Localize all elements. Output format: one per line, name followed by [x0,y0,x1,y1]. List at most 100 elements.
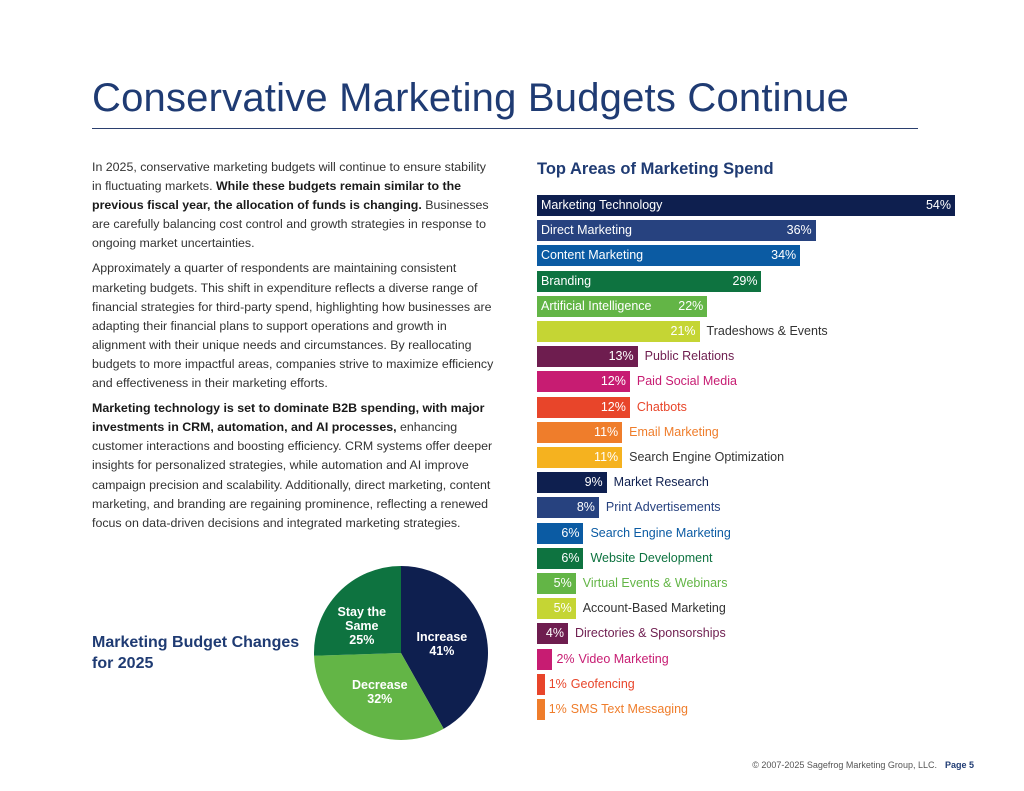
bar [537,648,553,670]
bar [537,447,623,468]
bar-row: Tradeshows & Events 21% [537,321,1017,342]
bar-category-label: Video Marketing [578,651,669,666]
bar-row: Directories & Sponsorships 4% [537,623,1017,645]
bar [537,573,576,594]
bar-value-label: 1% [548,702,567,716]
bar-value-label: 8% [576,500,595,515]
bar-category-label: Email Marketing [629,424,719,439]
bar-row: Search Engine Marketing 6% [537,522,1017,544]
bar-row: Direct Marketing 36% [537,220,1017,242]
bar-value-label: 36% [786,223,812,238]
paragraph-2: Approximately a quarter of respondents a… [92,261,494,391]
paragraph-1-highlight: While these budgets remain similar to th… [92,179,462,213]
bar [537,699,545,720]
paragraph-3-highlight: Marketing technology is set to dominate … [92,401,485,435]
bar-value-label: 9% [584,475,603,490]
bar-value-label: 11% [594,450,619,464]
bar-category-label: Branding [541,273,592,288]
title-divider [92,128,918,129]
bar-category-label: Website Development [590,550,713,565]
bar-row: Video Marketing 2% [537,648,1017,670]
bar-category-label: Marketing Technology [541,198,663,212]
page-number: Page 5 [944,760,974,770]
bar-row: Website Development 6% [537,547,1017,569]
bar [537,195,955,216]
pie-slice-label: Stay the Same 25% [337,605,387,647]
bar-value-label: 4% [545,626,564,641]
pie-slice-label: Decrease 32% [352,678,408,706]
pie-chart-title: Marketing Budget Changes for 2025 [92,634,300,672]
bar-category-label: Market Research [613,475,709,490]
bar-value-label: 5% [553,576,572,590]
bar-value-label: 54% [925,198,951,212]
pie-slice-label: Increase 41% [416,630,468,658]
paragraph-1-intro: In 2025, conservative marketing budgets … [92,160,486,194]
bar [537,321,700,342]
bar-value-label: 5% [553,601,572,616]
pie-slice [401,566,488,729]
page-title: Conservative Marketing Budgets Continue [92,76,850,120]
bar-category-label: Public Relations [644,349,735,364]
copyright-text: © 2007-2025 Sagefrog Marketing Group, LL… [752,760,937,770]
bar [537,497,599,519]
bar-category-label: Directories & Sponsorships [574,626,726,641]
bar [537,522,584,544]
pie-slice [314,653,444,740]
footer: © 2007-2025 Sagefrog Marketing Group, LL… [752,760,974,770]
bar-value-label: 12% [600,374,626,389]
bar [537,421,623,443]
bar [537,623,568,645]
bar [537,220,816,242]
bar-category-label: Geofencing [570,676,635,691]
bar-row: Artificial Intelligence 22% [537,295,1017,317]
bar-category-label: Paid Social Media [636,374,737,389]
bar-value-label: 21% [670,324,696,338]
bar [537,472,607,494]
paragraph-1-rest: Businesses are carefully balancing cost … [92,198,489,251]
bar-category-label: Virtual Events & Webinars [582,576,728,590]
bar-row: Public Relations 13% [537,346,1017,368]
bar-row: Chatbots 12% [537,396,1017,418]
paragraph-3-rest: enhancing customer interactions and boos… [92,420,493,530]
bar-row: Marketing Technology 54% [537,195,1017,216]
bar-row: Content Marketing 34% [537,245,1017,267]
bar-row: Virtual Events & Webinars 5% [537,573,1017,594]
bar-category-label: Artificial Intelligence [541,298,652,313]
bar [537,295,708,317]
bar-value-label: 2% [556,651,575,666]
bar-row: Print Advertisements 8% [537,497,1017,519]
bar [537,346,638,368]
bar-value-label: 11% [594,424,619,439]
bar-category-label: Direct Marketing [541,223,632,238]
bar [537,245,801,267]
bar-value-label: 1% [548,676,567,691]
paragraph-1: In 2025, conservative marketing budgets … [92,158,497,253]
bar-row: Search Engine Optimization 11% [537,447,1017,468]
paragraph-3: Marketing technology is set to dominate … [92,399,497,533]
body-text: In 2025, conservative marketing budgets … [92,158,497,539]
bar-value-label: 22% [678,298,704,313]
bar-row: Paid Social Media 12% [537,371,1017,393]
bar-value-label: 13% [608,349,634,364]
bar-category-label: Tradeshows & Events [706,324,828,338]
bar-row: Market Research 9% [537,472,1017,494]
bar-row: Email Marketing 11% [537,421,1017,443]
bar-category-label: Search Engine Optimization [629,450,785,464]
bar-value-label: 6% [561,525,580,540]
bar-category-label: Chatbots [636,399,687,414]
bar-row: Account-Based Marketing 5% [537,598,1017,620]
bar-chart-title: Top Areas of Marketing Spend [537,160,774,178]
bar-row: Branding 29% [537,270,1017,292]
bar-value-label: 29% [732,273,758,288]
bar-value-label: 34% [771,248,797,263]
pie-svg [314,566,488,740]
bar-value-label: 6% [561,550,580,565]
bar [537,547,584,569]
bar-row: Geofencing 1% [537,673,1017,695]
bar-value-label: 12% [600,399,626,414]
bar-category-label: Account-Based Marketing [582,601,726,616]
bar [537,270,762,292]
bar [537,396,630,418]
bar [537,673,545,695]
bar-category-label: Content Marketing [541,248,644,263]
